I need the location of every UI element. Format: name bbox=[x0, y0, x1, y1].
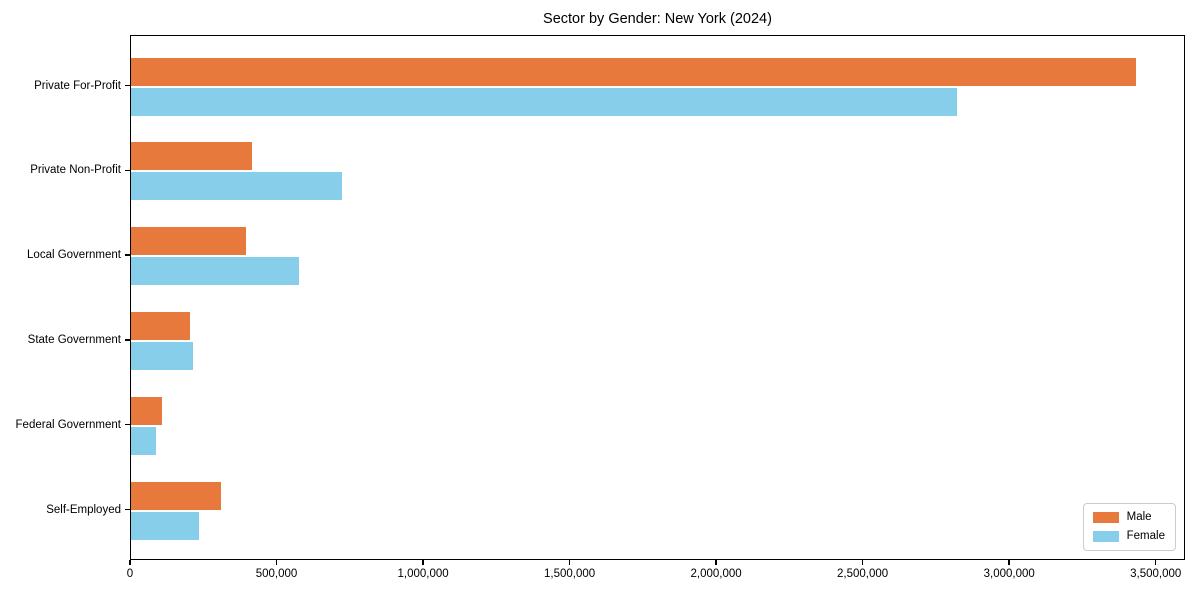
female-color-swatch bbox=[1092, 531, 1119, 542]
x-tick-mark bbox=[568, 560, 571, 565]
x-tick-mark bbox=[861, 560, 864, 565]
plot-area: Male Female bbox=[130, 35, 1185, 560]
bar-female-state-government bbox=[131, 341, 193, 370]
y-tick-label: Federal Government bbox=[15, 418, 121, 431]
bar-male-state-government bbox=[131, 311, 190, 340]
bar-female-local-government bbox=[131, 257, 300, 286]
bar-male-self-employed bbox=[131, 481, 221, 510]
x-tick-mark bbox=[715, 560, 717, 565]
bar-female-private-non-profit bbox=[131, 172, 342, 201]
x-tick-label: 1,000,000 bbox=[397, 568, 449, 580]
y-tick-mark bbox=[125, 508, 130, 511]
bar-male-private-non-profit bbox=[131, 142, 252, 171]
y-tick-label: Local Government bbox=[27, 249, 121, 262]
legend: Male Female bbox=[1082, 503, 1176, 551]
x-tick-label: 2,000,000 bbox=[690, 568, 742, 580]
y-tick-label: State Government bbox=[27, 333, 121, 346]
legend-label-female: Female bbox=[1126, 530, 1165, 542]
y-tick-label: Private For-Profit bbox=[34, 79, 121, 92]
y-tick-label: Private Non-Profit bbox=[30, 164, 121, 177]
legend-label-male: Male bbox=[1126, 511, 1152, 523]
y-tick-mark bbox=[125, 423, 130, 426]
bar-female-federal-government bbox=[131, 426, 156, 455]
male-color-swatch bbox=[1092, 512, 1119, 523]
y-tick-label: Self-Employed bbox=[46, 503, 121, 516]
y-tick-mark bbox=[125, 254, 130, 256]
x-tick-label: 500,000 bbox=[255, 568, 298, 580]
bar-male-private-for-profit bbox=[131, 57, 1137, 86]
legend-item-male: Male bbox=[1092, 511, 1165, 524]
x-tick-mark bbox=[1008, 560, 1010, 565]
bar-female-self-employed bbox=[131, 511, 199, 540]
bar-male-federal-government bbox=[131, 396, 162, 425]
x-tick-label: 2,500,000 bbox=[837, 568, 889, 580]
chart-title: Sector by Gender: New York (2024) bbox=[543, 11, 772, 27]
bar-female-private-for-profit bbox=[131, 87, 958, 116]
y-tick-mark bbox=[125, 339, 130, 341]
x-tick-mark bbox=[1154, 560, 1157, 565]
x-tick-mark bbox=[129, 560, 131, 565]
x-tick-label: 3,500,000 bbox=[1130, 568, 1182, 580]
x-tick-label: 1,500,000 bbox=[544, 568, 596, 580]
x-tick-label: 3,000,000 bbox=[983, 568, 1035, 580]
y-tick-mark bbox=[125, 169, 130, 172]
x-tick-mark bbox=[422, 560, 424, 565]
y-tick-mark bbox=[125, 84, 130, 87]
bar-male-local-government bbox=[131, 227, 247, 256]
x-tick-label: 0 bbox=[126, 568, 134, 580]
x-tick-mark bbox=[275, 560, 278, 565]
legend-item-female: Female bbox=[1092, 530, 1165, 543]
